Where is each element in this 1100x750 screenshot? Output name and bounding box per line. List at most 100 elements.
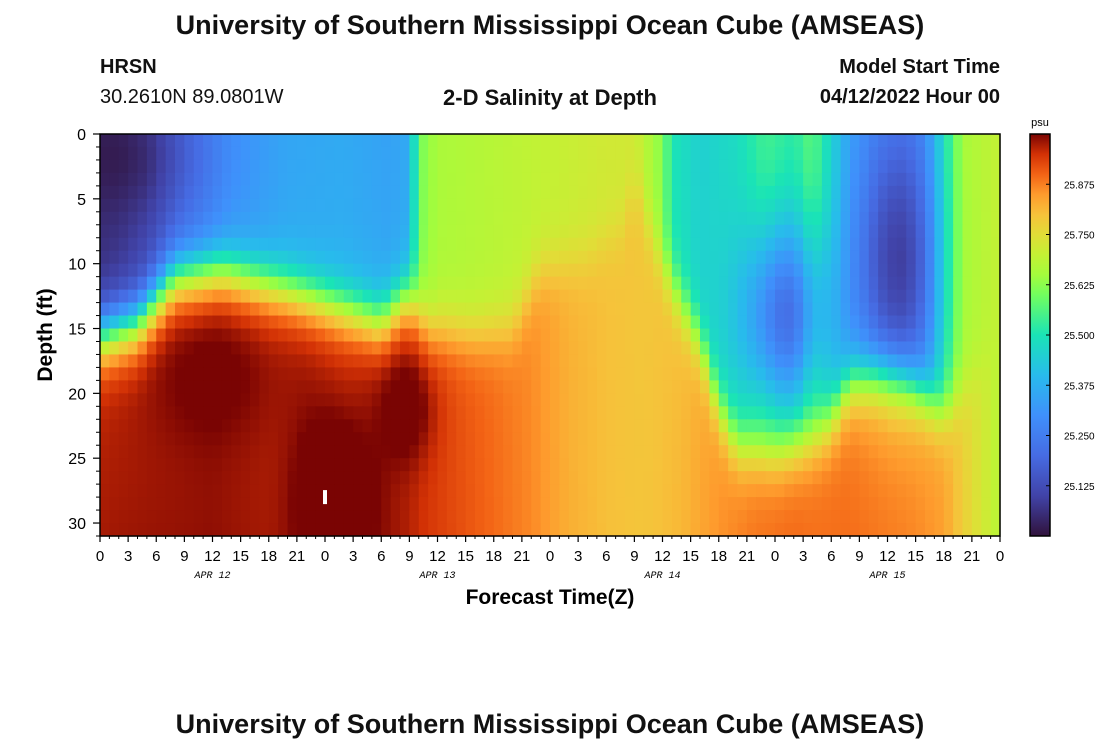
heatmap-cell <box>428 523 439 537</box>
heatmap-cell <box>325 185 335 200</box>
heatmap-cell <box>512 328 523 343</box>
heatmap-cell <box>840 471 851 485</box>
heatmap-cell <box>512 315 523 330</box>
heatmap-cell <box>568 263 579 278</box>
heatmap-cell <box>859 510 870 524</box>
colorbar: psu 25.12525.25025.37525.50025.62525.750… <box>1029 117 1095 537</box>
heatmap-cell <box>418 419 429 433</box>
heatmap-cell <box>428 211 439 226</box>
heatmap-cell <box>718 380 729 394</box>
heatmap-cell <box>878 185 889 200</box>
heatmap-cell <box>981 250 992 265</box>
heatmap-cell <box>943 289 954 304</box>
heatmap-cell <box>643 471 654 485</box>
heatmap-cell <box>475 432 485 446</box>
heatmap-cell <box>821 458 832 472</box>
heatmap-cell <box>456 302 467 317</box>
heatmap-cell <box>212 185 223 200</box>
heatmap-cell <box>868 393 879 407</box>
heatmap-cell <box>803 458 814 472</box>
heatmap-cell <box>850 198 860 213</box>
heatmap-cell <box>700 172 710 187</box>
heatmap-cell <box>943 393 954 407</box>
heatmap-cell <box>971 406 982 420</box>
heatmap-cell <box>784 432 795 446</box>
heatmap-cell <box>343 393 354 407</box>
heatmap-cell <box>859 185 870 200</box>
heatmap-cell <box>887 185 898 200</box>
heatmap-cell <box>981 432 992 446</box>
heatmap-cell <box>709 263 720 278</box>
y-tick-label: 0 <box>77 127 86 144</box>
heatmap-cell <box>156 458 167 472</box>
heatmap-cell <box>821 393 832 407</box>
heatmap-cell <box>765 484 776 498</box>
heatmap-cell <box>896 302 907 317</box>
heatmap-cell <box>568 328 579 343</box>
heatmap-cell <box>137 484 148 498</box>
heatmap-cell <box>718 471 729 485</box>
heatmap-cell <box>109 497 120 511</box>
heatmap-cell <box>568 445 579 459</box>
heatmap-cell <box>690 276 701 291</box>
heatmap-cell <box>653 510 664 524</box>
heatmap-cell <box>821 367 832 381</box>
heatmap-cell <box>981 263 992 278</box>
heatmap-cell <box>915 328 926 343</box>
heatmap-cell <box>203 393 214 407</box>
heatmap-cell <box>512 159 523 174</box>
heatmap-cell <box>128 302 139 317</box>
heatmap-cell <box>953 432 964 446</box>
heatmap-cell <box>362 159 373 174</box>
heatmap-cell <box>146 276 157 291</box>
heatmap-cell <box>587 224 598 239</box>
heatmap-cell <box>981 393 992 407</box>
heatmap-cell <box>709 146 720 161</box>
heatmap-cell <box>606 471 617 485</box>
heatmap-cell <box>971 224 982 239</box>
heatmap-cell <box>568 484 579 498</box>
heatmap-cell <box>512 211 523 226</box>
heatmap-cell <box>512 134 523 148</box>
heatmap-cell <box>990 432 1001 446</box>
heatmap-cell <box>643 510 654 524</box>
heatmap-cell <box>484 263 495 278</box>
heatmap-cell <box>625 289 635 304</box>
heatmap-cell <box>653 237 664 252</box>
heatmap-cell <box>156 211 167 226</box>
heatmap-cell <box>775 458 785 472</box>
heatmap-cell <box>334 380 345 394</box>
heatmap-cell <box>428 484 439 498</box>
heatmap-cell <box>428 432 439 446</box>
heatmap-cell <box>653 263 664 278</box>
heatmap-cell <box>165 172 176 187</box>
heatmap-cell <box>221 510 232 524</box>
heatmap-cell <box>700 393 710 407</box>
heatmap-cell <box>925 523 935 537</box>
heatmap-cell <box>606 341 617 356</box>
heatmap-cell <box>325 523 335 537</box>
heatmap-cell <box>521 302 532 317</box>
chart-title: University of Southern Mississippi Ocean… <box>175 10 925 40</box>
heatmap-cell <box>484 276 495 291</box>
heatmap-cell <box>418 185 429 200</box>
heatmap-cell <box>400 250 410 265</box>
heatmap-cell <box>118 484 129 498</box>
heatmap-cell <box>671 302 682 317</box>
heatmap-cell <box>559 406 570 420</box>
heatmap-cell <box>812 263 823 278</box>
heatmap-cell <box>962 406 973 420</box>
heatmap-cell <box>606 263 617 278</box>
heatmap-cell <box>896 458 907 472</box>
heatmap-cell <box>315 198 326 213</box>
heatmap-cell <box>184 406 195 420</box>
heatmap-cell <box>268 315 279 330</box>
heatmap-cell <box>259 497 270 511</box>
heatmap-cell <box>784 393 795 407</box>
heatmap-cell <box>550 484 560 498</box>
heatmap-cell <box>325 367 335 381</box>
heatmap-cell <box>418 328 429 343</box>
heatmap-cell <box>671 289 682 304</box>
heatmap-cell <box>503 185 514 200</box>
heatmap-cell <box>812 419 823 433</box>
